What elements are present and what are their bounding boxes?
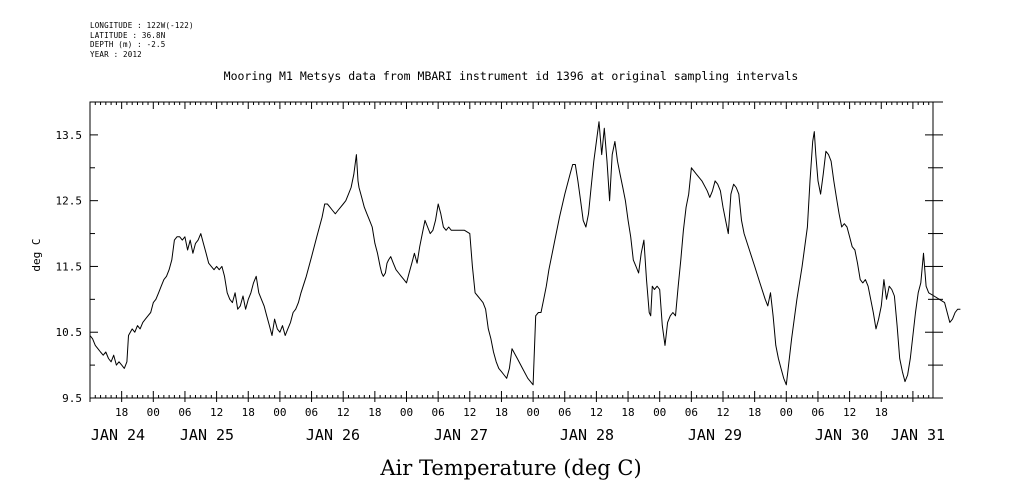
depth-label: DEPTH (m) : -2.5 (90, 40, 166, 49)
longitude-label: LONGITUDE : 122W(-122) (90, 21, 194, 30)
x-tick-label: 00 (526, 406, 539, 419)
x-tick-label: 18 (875, 406, 888, 419)
y-tick-label: 12.5 (56, 195, 83, 208)
x-tick-label: 12 (843, 406, 856, 419)
series-layer (89, 121, 961, 386)
x-tick-label: 18 (115, 406, 128, 419)
x-day-label: JAN 26 (306, 426, 360, 444)
x-tick-label: 18 (748, 406, 761, 419)
x-day-label: JAN 31 (891, 426, 945, 444)
x-tick-label: 06 (305, 406, 318, 419)
x-tick-label: 00 (273, 406, 286, 419)
x-tick-label: 06 (811, 406, 824, 419)
x-axis-label: Air Temperature (deg C) (379, 456, 641, 480)
x-tick-label: 18 (621, 406, 634, 419)
x-tick-label: 18 (242, 406, 255, 419)
x-tick-label: 00 (147, 406, 160, 419)
x-tick-label: 00 (653, 406, 666, 419)
x-day-label: JAN 27 (434, 426, 488, 444)
x-tick-label: 00 (400, 406, 413, 419)
x-day-label: JAN 28 (560, 426, 614, 444)
x-tick-label: 12 (716, 406, 729, 419)
x-day-label: JAN 24 (91, 426, 145, 444)
x-tick-label: 06 (558, 406, 571, 419)
metadata-block: LONGITUDE : 122W(-122) LATITUDE : 36.8N … (90, 21, 194, 59)
x-tick-label: 06 (432, 406, 445, 419)
y-tick-label: 10.5 (56, 326, 83, 339)
y-tick-label: 13.5 (56, 129, 83, 142)
latitude-label: LATITUDE : 36.8N (90, 30, 166, 40)
chart-title: Mooring M1 Metsys data from MBARI instru… (224, 69, 799, 83)
y-tick-label: 11.5 (56, 260, 83, 273)
x-tick-label: 06 (685, 406, 698, 419)
x-day-label: JAN 30 (815, 426, 869, 444)
x-tick-label: 12 (463, 406, 476, 419)
x-tick-label: 12 (210, 406, 223, 419)
x-tick-label: 12 (590, 406, 603, 419)
x-tick-label: 06 (178, 406, 191, 419)
y-tick-label: 9.5 (62, 392, 82, 405)
y-axis-label: deg C (30, 238, 43, 271)
x-day-label: JAN 25 (180, 426, 234, 444)
x-tick-label: 18 (495, 406, 508, 419)
axes: 9.5 10.5 11.5 12.5 13.5 18 00 06 12 18 00 06 12 18 00 0… (56, 101, 945, 444)
x-tick-label: 18 (368, 406, 381, 419)
x-tick-label: 12 (337, 406, 350, 419)
x-day-label: JAN 29 (688, 426, 742, 444)
year-label: YEAR : 2012 (90, 49, 142, 59)
x-tick-label: 00 (780, 406, 793, 419)
series-line-0 (89, 121, 961, 386)
